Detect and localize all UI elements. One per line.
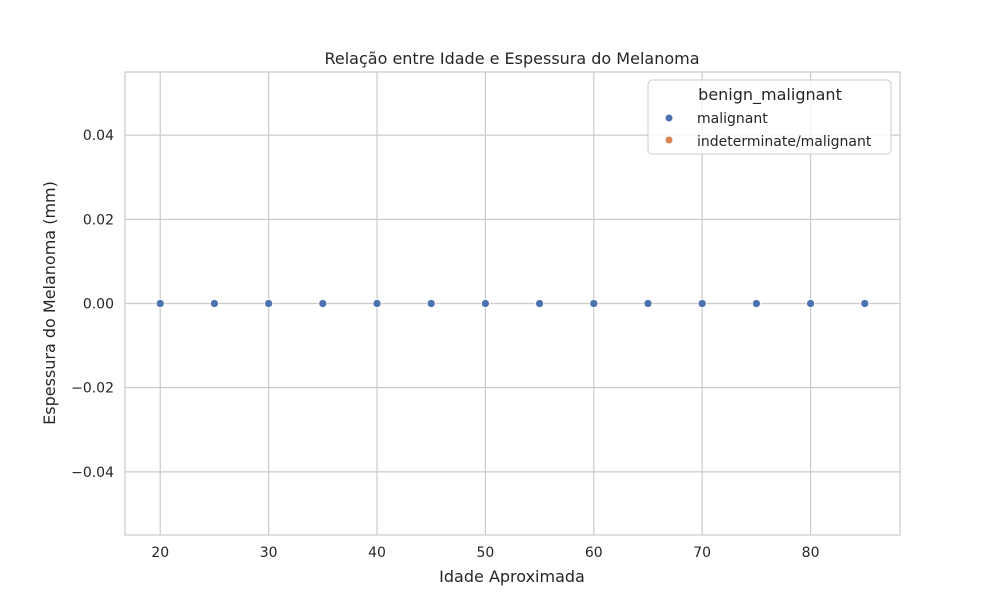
x-tick-label: 40 bbox=[368, 545, 386, 561]
data-point bbox=[264, 299, 273, 308]
x-tick-label: 70 bbox=[693, 545, 711, 561]
data-point bbox=[535, 299, 544, 308]
x-tick-label: 20 bbox=[151, 545, 169, 561]
data-point bbox=[481, 299, 490, 308]
chart-title: Relação entre Idade e Espessura do Melan… bbox=[324, 49, 699, 68]
data-point bbox=[643, 299, 653, 308]
x-tick-label: 50 bbox=[476, 545, 494, 561]
data-point bbox=[155, 299, 165, 308]
legend-label-malignant: malignant bbox=[697, 111, 768, 127]
data-point bbox=[860, 299, 870, 308]
y-tick-label: 0.00 bbox=[83, 297, 114, 313]
plot-frame bbox=[124, 71, 901, 536]
data-point bbox=[752, 299, 761, 308]
data-point bbox=[426, 299, 436, 308]
data-point bbox=[318, 299, 328, 308]
y-axis-title: Espessura do Melanoma (mm) bbox=[40, 181, 59, 425]
data-point bbox=[806, 299, 815, 308]
data-point bbox=[589, 299, 599, 308]
x-tick-label: 60 bbox=[585, 545, 603, 561]
data-points bbox=[155, 299, 870, 308]
legend-marker-indeterminate-malignant bbox=[665, 136, 673, 144]
y-tick-label: −0.04 bbox=[71, 465, 114, 481]
legend: benign_malignant malignant indeterminate… bbox=[647, 79, 892, 155]
data-point bbox=[372, 299, 382, 308]
y-tick-label: 0.04 bbox=[83, 128, 114, 144]
x-tick-label: 80 bbox=[802, 545, 820, 561]
x-axis-title: Idade Aproximada bbox=[439, 567, 585, 586]
legend-marker-malignant bbox=[665, 114, 673, 122]
data-point bbox=[697, 299, 707, 308]
y-tick-labels: −0.04 −0.02 0.00 0.02 0.04 bbox=[71, 128, 114, 481]
y-tick-label: −0.02 bbox=[71, 381, 114, 397]
legend-box bbox=[647, 79, 892, 155]
legend-label-indeterminate-malignant: indeterminate/malignant bbox=[697, 134, 872, 150]
legend-title: benign_malignant bbox=[698, 85, 842, 105]
y-tick-label: 0.02 bbox=[83, 212, 114, 228]
x-tick-labels: 20 30 40 50 60 70 80 bbox=[151, 545, 819, 561]
x-tick-label: 30 bbox=[260, 545, 278, 561]
data-point bbox=[210, 299, 219, 308]
